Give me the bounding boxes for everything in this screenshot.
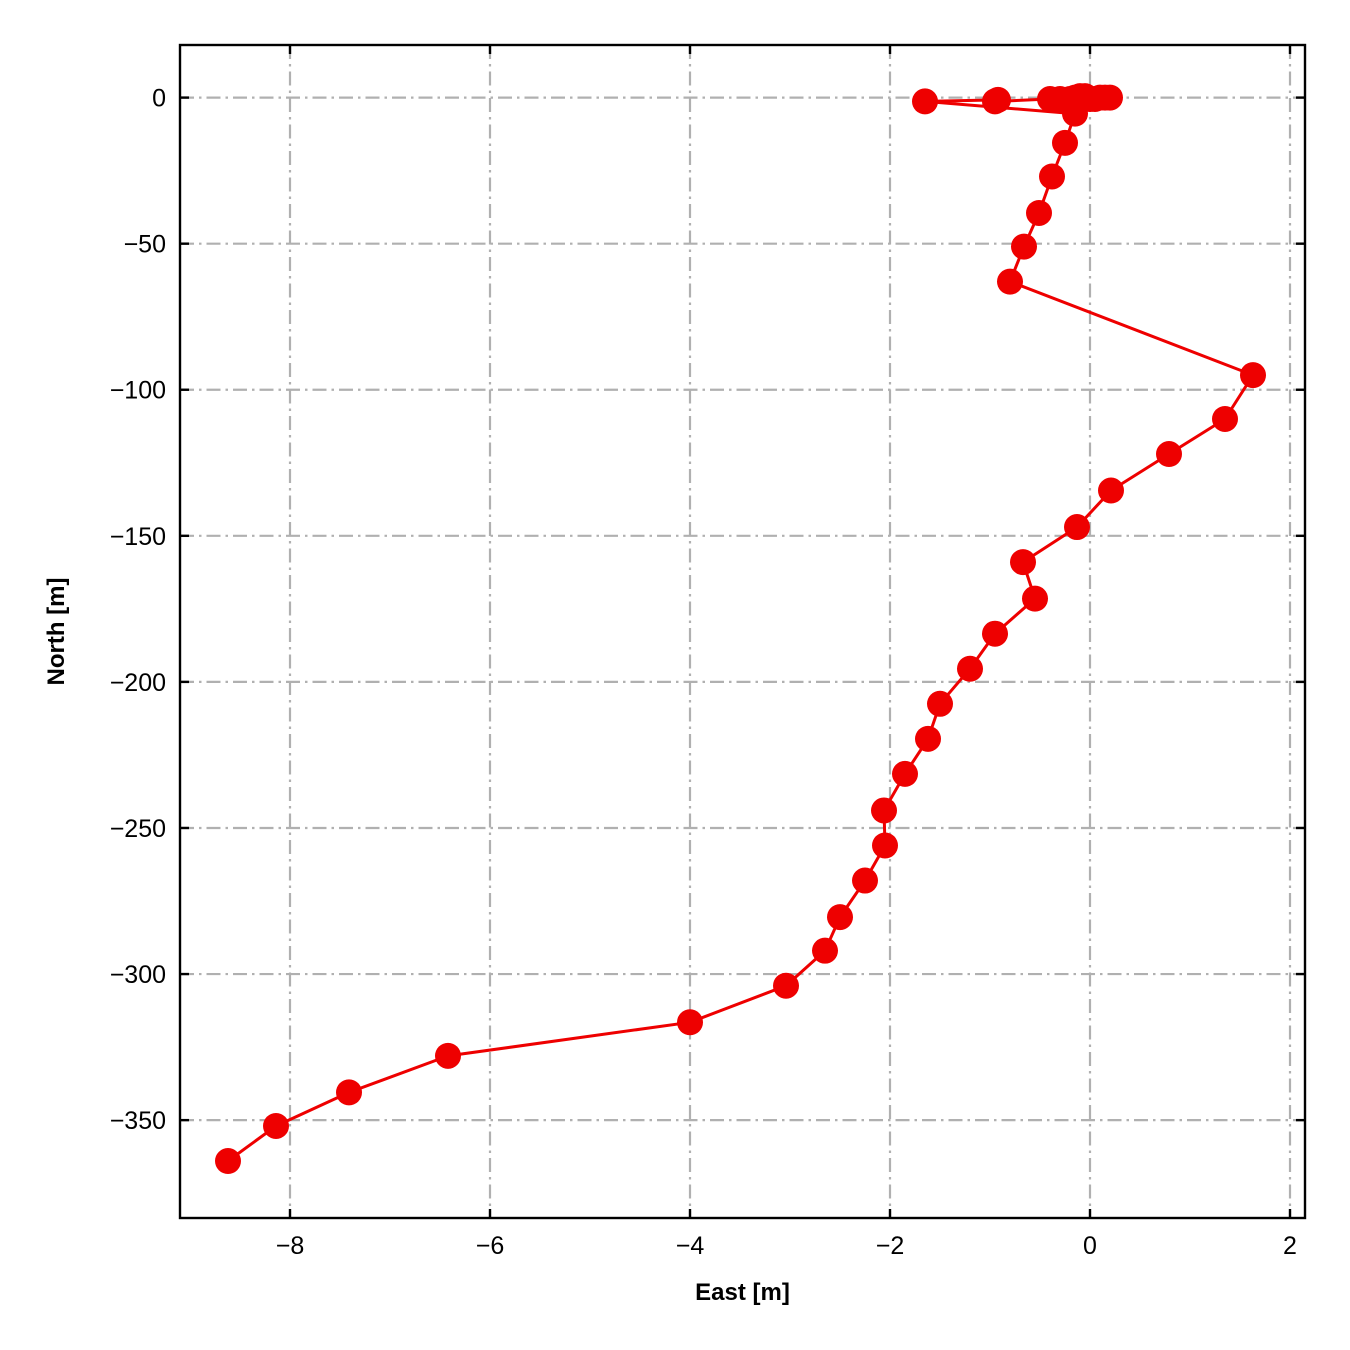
data-point — [215, 1148, 241, 1175]
plot-frame — [178, 43, 1307, 1220]
data-point — [915, 725, 941, 752]
data-point — [957, 655, 983, 682]
y-axis-label: North [m] — [43, 578, 70, 686]
y-tick-label: −200 — [110, 669, 166, 697]
y-tick-label: −250 — [110, 815, 166, 843]
data-point — [263, 1112, 289, 1139]
data-point — [1098, 477, 1124, 504]
x-tick-label: −2 — [876, 1232, 905, 1260]
data-point — [892, 760, 918, 787]
y-tick-label: −50 — [124, 231, 166, 259]
y-tick-label: −150 — [110, 523, 166, 551]
data-point — [871, 797, 897, 824]
data-point — [773, 972, 799, 999]
y-tick-label: 0 — [152, 85, 166, 113]
x-axis-label: East [m] — [695, 1279, 790, 1306]
data-point — [677, 1009, 703, 1036]
data-point — [1062, 100, 1088, 127]
data-point — [927, 690, 953, 717]
x-tick-label: 2 — [1283, 1232, 1297, 1260]
data-point — [1212, 405, 1238, 432]
data-point — [1010, 549, 1036, 576]
data-point — [827, 904, 853, 931]
grid — [180, 45, 1305, 1218]
x-tick-label: −4 — [676, 1232, 705, 1260]
data-series — [215, 83, 1266, 1175]
data-point — [912, 88, 938, 115]
data-point — [435, 1042, 461, 1069]
data-point — [1064, 514, 1090, 541]
x-tick-label: 0 — [1083, 1232, 1097, 1260]
y-tick-label: −100 — [110, 377, 166, 405]
data-point — [1156, 441, 1182, 468]
data-point — [336, 1079, 362, 1106]
data-point — [872, 832, 898, 859]
data-point — [1026, 199, 1052, 226]
x-tick-label: −8 — [276, 1232, 305, 1260]
data-point — [1240, 362, 1266, 389]
data-point — [997, 268, 1023, 295]
x-tick-label: −6 — [476, 1232, 505, 1260]
y-tick-label: −300 — [110, 961, 166, 989]
axis-ticks: −8 −6 −4 −2 0 2 0 −50 −100 −150 −200 −250 −300 −350 — [110, 45, 1305, 1260]
data-point — [812, 937, 838, 964]
y-tick-label: −350 — [110, 1107, 166, 1135]
data-point — [1022, 585, 1048, 612]
data-point — [1039, 163, 1065, 190]
data-point — [852, 867, 878, 894]
data-point — [1037, 86, 1063, 113]
data-point — [982, 620, 1008, 647]
data-point — [985, 86, 1011, 113]
data-point — [1052, 129, 1078, 156]
data-point — [1011, 233, 1037, 260]
